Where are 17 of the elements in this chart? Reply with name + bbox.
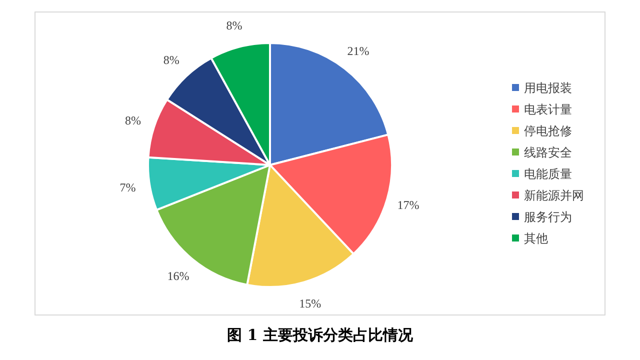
legend-label: 停电抢修 bbox=[524, 124, 572, 138]
data-label: 8% bbox=[163, 53, 180, 68]
data-label: 17% bbox=[397, 198, 420, 212]
legend-label: 电能质量 bbox=[524, 167, 572, 181]
data-label: 8% bbox=[226, 18, 242, 33]
legend-label: 服务行为 bbox=[524, 210, 572, 224]
text: 图 1 主要投诉分类占比情况 bbox=[227, 326, 414, 344]
data-label: 21% bbox=[347, 44, 370, 58]
data-label: 7% bbox=[120, 180, 136, 195]
data-label: 15% bbox=[299, 296, 322, 310]
legend-label: 用电报装 bbox=[524, 81, 572, 95]
data-label: 8% bbox=[125, 114, 142, 128]
legend-label: 线路安全 bbox=[524, 146, 572, 160]
data-label: 16% bbox=[167, 268, 190, 283]
legend-label: 其他 bbox=[524, 232, 548, 246]
legend-label: 电表计量 bbox=[524, 102, 572, 116]
legend-label: 新能源并网 bbox=[524, 188, 584, 202]
